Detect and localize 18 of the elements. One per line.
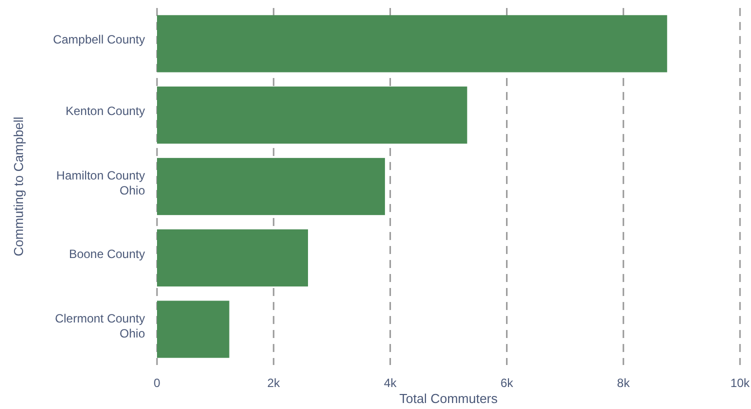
x-tick-label: 10k (730, 376, 751, 390)
bar (157, 86, 468, 144)
x-tick-label: 2k (267, 376, 281, 390)
y-tick-label: Kenton County (66, 104, 145, 118)
x-tick-label: 6k (500, 376, 514, 390)
bar (157, 158, 385, 216)
bar (157, 15, 668, 72)
x-tick-label: 0 (154, 376, 161, 390)
y-tick-label: Campbell County (52, 32, 145, 47)
x-tick-label: 8k (617, 376, 631, 390)
bar (157, 229, 308, 286)
y-tick-label: Boone County (68, 246, 145, 261)
y-tick-label: Clermont County Ohio (54, 311, 146, 340)
x-tick-label: 4k (384, 376, 398, 390)
bar (157, 300, 230, 358)
y-tick-label: Hamilton County Ohio (56, 168, 146, 198)
x-axis-title: Total Commuters (399, 391, 498, 406)
y-axis-title: Commuting to Campbell (11, 116, 26, 256)
